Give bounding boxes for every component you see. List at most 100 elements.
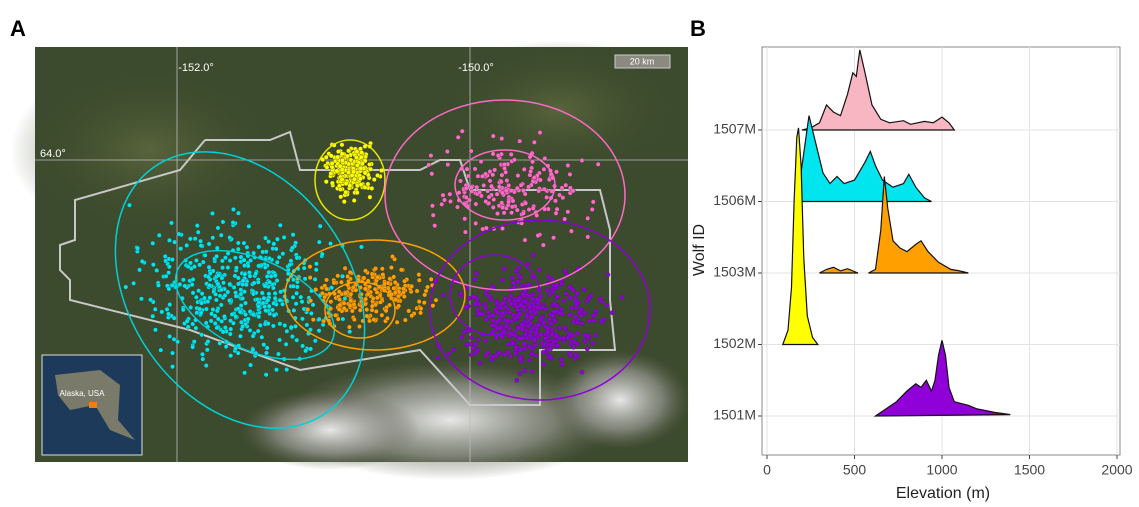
map-point	[212, 313, 218, 319]
map-point	[251, 280, 257, 286]
park-boundary	[59, 130, 617, 406]
map-point	[506, 341, 511, 347]
map-point	[139, 259, 145, 264]
map-point	[214, 245, 220, 251]
map-point	[193, 294, 199, 300]
map-point	[494, 191, 500, 197]
map-point	[233, 293, 239, 299]
map-point	[500, 190, 505, 196]
map-point	[582, 310, 588, 316]
map-point	[267, 279, 273, 285]
map-point	[428, 153, 434, 158]
map-point	[271, 323, 276, 329]
map-point	[209, 311, 214, 317]
home-range	[384, 99, 626, 291]
map-point	[167, 334, 172, 339]
map-point	[247, 328, 253, 333]
map-point	[513, 268, 519, 274]
map-point	[529, 368, 535, 374]
map-point	[217, 340, 223, 346]
map-point	[184, 318, 190, 324]
map-point	[225, 289, 231, 295]
map-point	[253, 271, 259, 276]
map-point	[486, 194, 492, 200]
map-point	[482, 301, 488, 307]
map-point	[346, 148, 351, 154]
scale-bar-label: 20 km	[630, 56, 655, 66]
map-point	[562, 325, 568, 330]
map-point	[197, 262, 203, 268]
map-point	[238, 303, 244, 308]
map-point	[579, 369, 585, 375]
map-point	[198, 310, 204, 316]
map-point	[163, 273, 169, 279]
lon-label: -152.0°	[178, 62, 214, 74]
map-point	[529, 351, 534, 357]
map-point	[369, 303, 375, 309]
map-point	[510, 340, 516, 346]
map-point	[456, 190, 462, 196]
map-point	[502, 162, 507, 167]
map-point	[379, 312, 385, 318]
map-point	[528, 332, 533, 338]
map-point	[324, 277, 329, 283]
map-point	[528, 309, 534, 315]
map-point	[341, 199, 347, 204]
map-point	[414, 288, 420, 294]
map-point	[391, 285, 397, 291]
map-point	[567, 353, 573, 358]
map-point	[500, 226, 505, 231]
map-point	[585, 215, 591, 221]
map-point	[516, 336, 522, 342]
map-point	[255, 328, 261, 334]
map-point	[387, 276, 393, 282]
map-point	[259, 290, 265, 296]
map-point	[568, 341, 573, 346]
ridge	[873, 340, 1011, 417]
map-point	[270, 307, 275, 313]
map-point	[595, 161, 601, 167]
map-point	[172, 239, 177, 245]
map-point	[301, 265, 307, 271]
x-tick-label: 2000	[1101, 462, 1132, 478]
map-point	[565, 335, 571, 341]
map-point	[333, 313, 338, 318]
map-point	[565, 163, 571, 168]
map-point	[562, 216, 568, 222]
map-point	[222, 325, 228, 330]
map-point	[190, 277, 196, 282]
map-point	[483, 317, 489, 322]
map-point	[193, 325, 199, 331]
map-point	[481, 183, 487, 188]
map-point	[522, 237, 528, 243]
map-point	[291, 308, 297, 313]
map-point	[373, 266, 378, 271]
map-point	[527, 282, 532, 288]
map-point	[504, 178, 510, 183]
map-point	[214, 325, 220, 331]
map-point	[396, 303, 402, 309]
map-point	[371, 317, 377, 322]
map-point	[552, 301, 557, 307]
map-point	[473, 350, 479, 356]
map-point	[170, 350, 175, 356]
map-point	[152, 306, 158, 312]
map-point	[490, 151, 496, 157]
map-point	[542, 156, 548, 161]
map-point	[475, 307, 480, 313]
map-point	[262, 283, 268, 289]
map-point	[191, 339, 197, 345]
map-point	[571, 344, 576, 350]
inset-marker	[89, 402, 97, 408]
map-point	[256, 314, 262, 320]
map-point	[489, 323, 495, 328]
map-point	[495, 153, 501, 158]
map-point	[351, 302, 357, 307]
map-point	[354, 163, 360, 168]
map-point	[328, 299, 334, 305]
map-point	[380, 272, 386, 277]
map-point	[365, 291, 371, 297]
map-point	[274, 259, 280, 265]
map-point	[553, 198, 558, 204]
map-point	[220, 265, 225, 271]
